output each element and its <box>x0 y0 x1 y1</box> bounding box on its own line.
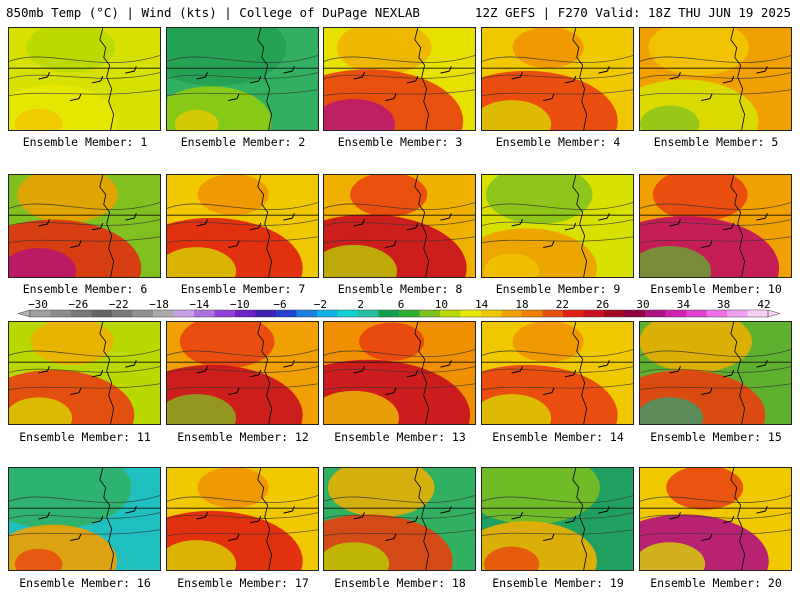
colorbar-segment <box>583 310 605 317</box>
colorbar-segment <box>30 310 51 317</box>
ensemble-member-map <box>639 174 792 278</box>
ensemble-member-label: Ensemble Member: 13 <box>334 430 466 444</box>
colorbar-tick-label: 6 <box>398 298 405 311</box>
temperature-colorbar: −30 −26 −22 −18 −14 −10 −6 −2 2 6 10 14 18 22 26 30 34 38… <box>17 298 781 318</box>
colorbar-segment <box>501 310 523 317</box>
ensemble-member-map <box>323 321 476 425</box>
ensemble-member-label: Ensemble Member: 17 <box>177 576 309 590</box>
ensemble-member-label: Ensemble Member: 6 <box>22 282 148 296</box>
colorbar-segment <box>747 310 769 317</box>
colorbar-segment <box>665 310 687 317</box>
ensemble-member-map <box>8 174 161 278</box>
colorbar-segment <box>604 310 625 317</box>
colorbar-segment <box>255 310 277 317</box>
header-title: 850mb Temp (°C) | Wind (kts) | College o… <box>6 5 420 20</box>
colorbar-segment <box>337 310 359 317</box>
colorbar-segment <box>112 310 133 317</box>
ensemble-member-label: Ensemble Member: 14 <box>492 430 624 444</box>
colorbar-segment <box>378 310 400 317</box>
colorbar-tick-label: 22 <box>556 298 569 311</box>
colorbar-segment <box>276 310 297 317</box>
colorbar-segment <box>132 310 154 317</box>
ensemble-member-label: Ensemble Member: 2 <box>180 135 306 149</box>
ensemble-member-map <box>323 467 476 571</box>
colorbar-tick-label: 34 <box>677 298 691 311</box>
colorbar-segment <box>419 310 441 317</box>
colorbar-segment <box>173 310 195 317</box>
colorbar-segment <box>71 310 92 317</box>
ensemble-member-label: Ensemble Member: 4 <box>495 135 621 149</box>
colorbar-tick-label: −14 <box>189 298 209 311</box>
colorbar-segment <box>522 310 543 317</box>
colorbar-segment <box>624 310 646 317</box>
ensemble-member-label: Ensemble Member: 1 <box>22 135 148 149</box>
colorbar-segment <box>542 310 564 317</box>
ensemble-member-map <box>323 174 476 278</box>
colorbar-tick-label: −2 <box>314 298 327 311</box>
colorbar-tick-label: −26 <box>68 298 88 311</box>
colorbar-segment <box>686 310 707 317</box>
ensemble-member-label: Ensemble Member: 15 <box>650 430 782 444</box>
colorbar-segment <box>296 310 318 317</box>
ensemble-member-map <box>8 27 161 131</box>
colorbar-segment <box>194 310 215 317</box>
colorbar-segment <box>727 310 748 317</box>
colorbar-tick-label: 14 <box>475 298 489 311</box>
colorbar-segment <box>399 310 420 317</box>
colorbar-segment <box>358 310 379 317</box>
colorbar-segment <box>50 310 72 317</box>
ensemble-member-label: Ensemble Member: 20 <box>650 576 782 590</box>
colorbar-tick-label: −18 <box>149 298 169 311</box>
colorbar-segment <box>153 310 174 317</box>
colorbar-tick-label: 10 <box>435 298 448 311</box>
colorbar-segment <box>317 310 338 317</box>
ensemble-member-map <box>639 27 792 131</box>
ensemble-member-map <box>323 27 476 131</box>
ensemble-member-label: Ensemble Member: 19 <box>492 576 624 590</box>
ensemble-member-map <box>166 321 319 425</box>
ensemble-member-map <box>166 467 319 571</box>
ensemble-member-label: Ensemble Member: 10 <box>650 282 782 296</box>
ensemble-member-label: Ensemble Member: 12 <box>177 430 309 444</box>
ensemble-member-map <box>166 27 319 131</box>
header-run-info: 12Z GEFS | F270 Valid: 18Z THU JUN 19 20… <box>474 5 791 20</box>
colorbar-tick-label: −10 <box>230 298 250 311</box>
ensemble-member-map <box>481 174 634 278</box>
ensemble-member-map <box>639 467 792 571</box>
colorbar-segment <box>481 310 502 317</box>
colorbar-tick-label: 30 <box>636 298 649 311</box>
colorbar-segment <box>440 310 461 317</box>
colorbar-tick-label: −30 <box>28 298 48 311</box>
colorbar-segment <box>460 310 482 317</box>
ensemble-member-label: Ensemble Member: 11 <box>19 430 151 444</box>
colorbar-segment <box>706 310 728 317</box>
colorbar-segment <box>214 310 236 317</box>
colorbar-segment <box>645 310 666 317</box>
colorbar-tick-label: 2 <box>357 298 364 311</box>
ensemble-member-label: Ensemble Member: 16 <box>19 576 151 590</box>
ensemble-member-map <box>481 321 634 425</box>
ensemble-member-map <box>8 467 161 571</box>
ensemble-member-label: Ensemble Member: 18 <box>334 576 466 590</box>
ensemble-member-label: Ensemble Member: 5 <box>653 135 779 149</box>
ensemble-member-map <box>481 27 634 131</box>
ensemble-member-map <box>8 321 161 425</box>
colorbar-segment <box>91 310 113 317</box>
ensemble-member-map <box>481 467 634 571</box>
colorbar-segment <box>235 310 256 317</box>
colorbar-tick-label: 42 <box>757 298 770 311</box>
colorbar-tick-label: 38 <box>717 298 730 311</box>
ensemble-member-label: Ensemble Member: 7 <box>180 282 306 296</box>
ensemble-member-label: Ensemble Member: 3 <box>337 135 463 149</box>
colorbar-tick-label: −22 <box>109 298 129 311</box>
colorbar-segment <box>563 310 584 317</box>
colorbar-tick-label: −6 <box>273 298 286 311</box>
ensemble-member-label: Ensemble Member: 9 <box>495 282 621 296</box>
ensemble-member-map <box>639 321 792 425</box>
colorbar-tick-label: 18 <box>515 298 528 311</box>
ensemble-member-label: Ensemble Member: 8 <box>337 282 463 296</box>
ensemble-member-map <box>166 174 319 278</box>
colorbar-tick-label: 26 <box>596 298 609 311</box>
